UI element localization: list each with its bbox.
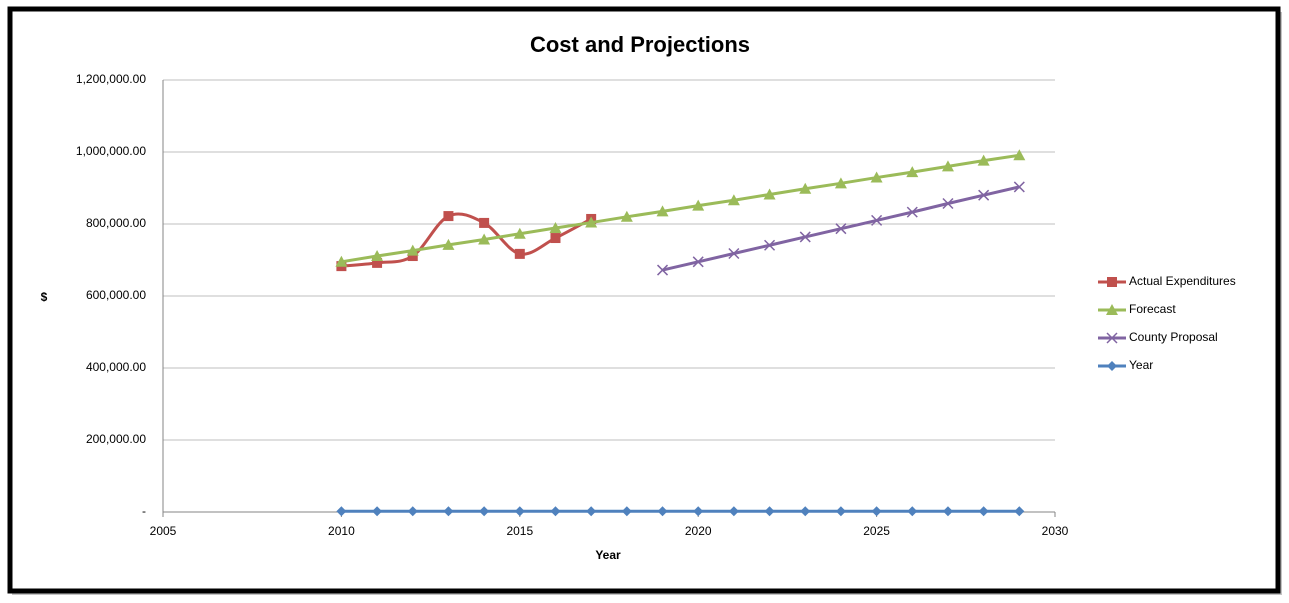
y-tick-label: - — [142, 504, 146, 518]
marker — [657, 506, 668, 517]
x-tick-label: 2030 — [1042, 524, 1069, 538]
series-line — [341, 153, 1020, 264]
marker — [514, 248, 525, 259]
x-tick-label: 2005 — [150, 524, 177, 538]
marker — [906, 206, 918, 218]
marker — [406, 244, 419, 256]
marker — [1013, 181, 1025, 193]
y-tick-label: 200,000.00 — [86, 432, 146, 446]
marker — [907, 506, 918, 517]
marker — [443, 506, 454, 517]
marker — [835, 506, 846, 517]
marker — [942, 506, 953, 517]
marker — [442, 238, 455, 250]
marker — [764, 506, 775, 517]
y-axis-title: $ — [41, 290, 48, 304]
marker — [586, 506, 597, 517]
marker — [656, 264, 669, 276]
legend-label: Forecast — [1129, 302, 1176, 316]
legend-label: Actual Expenditures — [1129, 274, 1236, 288]
marker — [977, 154, 990, 166]
marker — [941, 160, 954, 172]
marker — [478, 233, 491, 245]
marker — [372, 506, 383, 517]
marker — [763, 188, 776, 200]
marker — [514, 506, 525, 517]
marker — [479, 217, 490, 228]
marker — [692, 199, 705, 211]
legend-marker — [1107, 277, 1117, 287]
marker — [870, 171, 883, 183]
marker — [336, 506, 347, 517]
y-tick-label: 600,000.00 — [86, 288, 146, 302]
x-tick-label: 2025 — [863, 524, 890, 538]
legend-marker — [1107, 361, 1117, 371]
legend-marker — [1106, 332, 1118, 344]
marker — [728, 247, 740, 260]
marker — [800, 506, 811, 517]
marker — [1013, 149, 1026, 161]
legend-marker — [1106, 304, 1118, 315]
marker — [656, 205, 669, 217]
marker — [1014, 506, 1025, 517]
marker — [799, 231, 811, 243]
x-tick-label: 2020 — [685, 524, 712, 538]
marker — [692, 256, 704, 268]
marker — [549, 221, 562, 233]
marker — [764, 239, 776, 251]
y-tick-label: 1,200,000.00 — [76, 72, 146, 86]
marker — [407, 506, 418, 517]
marker — [727, 194, 740, 206]
legend-label: County Proposal — [1129, 330, 1218, 344]
marker — [728, 506, 739, 517]
marker — [834, 177, 847, 189]
marker — [620, 210, 633, 222]
marker — [585, 216, 598, 228]
marker — [407, 251, 418, 262]
x-axis-title: Year — [595, 548, 621, 562]
chart-frame — [7, 6, 1281, 594]
chart-title: Cost and Projections — [530, 32, 750, 57]
marker — [372, 257, 383, 268]
marker — [479, 506, 490, 517]
marker — [550, 233, 561, 244]
legend-label: Year — [1129, 358, 1153, 372]
marker — [335, 255, 348, 267]
marker — [871, 214, 883, 226]
marker — [693, 506, 704, 517]
marker — [835, 223, 847, 235]
marker — [871, 506, 882, 517]
marker — [978, 506, 989, 517]
marker — [978, 189, 990, 201]
y-tick-label: 800,000.00 — [86, 216, 146, 230]
marker — [550, 506, 561, 517]
marker — [942, 197, 954, 210]
x-tick-label: 2015 — [506, 524, 533, 538]
x-tick-label: 2010 — [328, 524, 355, 538]
marker — [443, 211, 454, 222]
y-tick-label: 400,000.00 — [86, 360, 146, 374]
marker — [906, 166, 919, 178]
marker — [513, 227, 526, 239]
marker — [371, 250, 384, 262]
marker — [799, 182, 812, 194]
marker — [621, 506, 632, 517]
y-tick-label: 1,000,000.00 — [76, 144, 146, 158]
